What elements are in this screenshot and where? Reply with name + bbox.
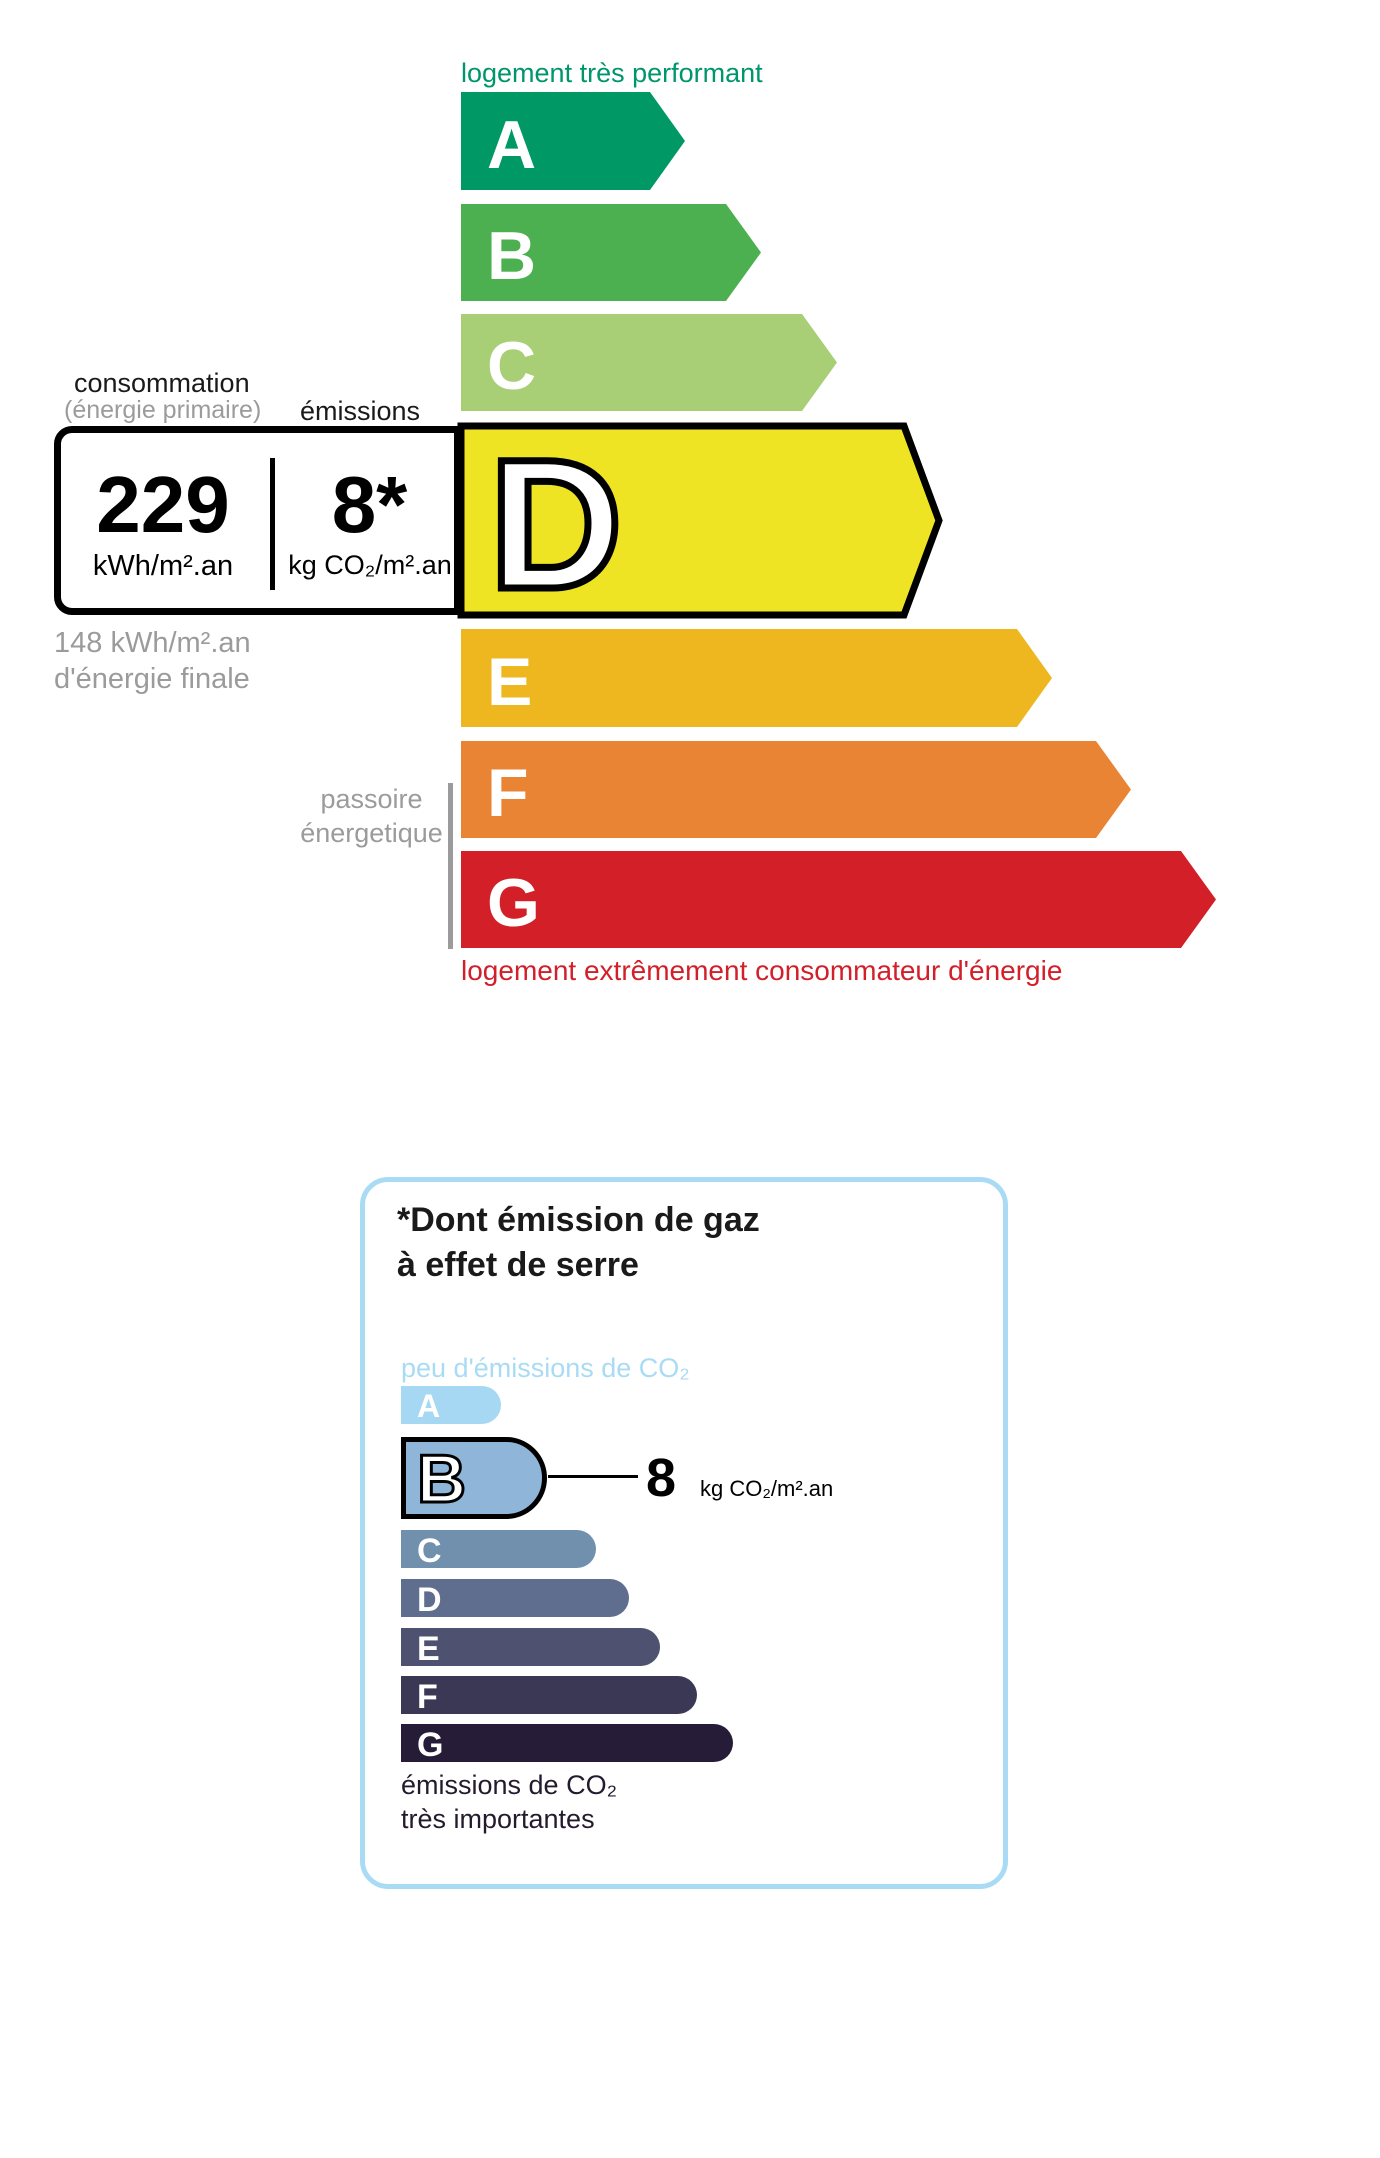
svg-text:D: D [489, 422, 623, 628]
svg-text:B: B [487, 218, 536, 294]
svg-text:A: A [487, 107, 536, 183]
svg-text:C: C [487, 328, 536, 404]
svg-text:B: B [417, 1441, 466, 1517]
svg-text:E: E [487, 644, 532, 720]
svg-text:G: G [487, 865, 540, 941]
svg-text:F: F [487, 755, 529, 831]
